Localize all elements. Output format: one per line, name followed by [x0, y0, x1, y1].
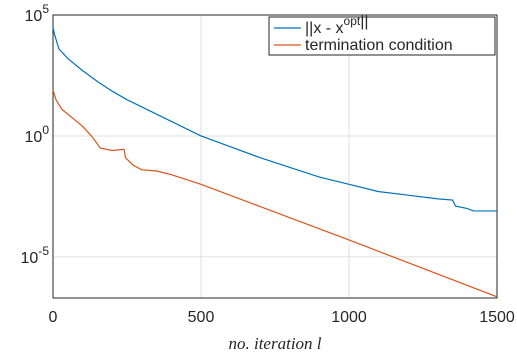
- x-tick-label: 0: [49, 309, 58, 326]
- x-tick-label: 1000: [331, 309, 367, 326]
- legend-box: [268, 16, 496, 56]
- y-tick-label: 100: [25, 123, 50, 146]
- legend-label: ||x - xopt||: [305, 13, 369, 37]
- legend-label: termination condition: [305, 37, 453, 54]
- plot-frame: [52, 14, 498, 299]
- x-tick-label: 500: [188, 309, 215, 326]
- x-tick-label: 1500: [479, 309, 515, 326]
- data-line: [52, 89, 498, 298]
- y-tick-label: 105: [25, 2, 50, 25]
- x-axis-label: no. iteration l: [228, 334, 321, 353]
- y-tick-label: 10-5: [21, 244, 50, 267]
- data-line: [52, 26, 497, 212]
